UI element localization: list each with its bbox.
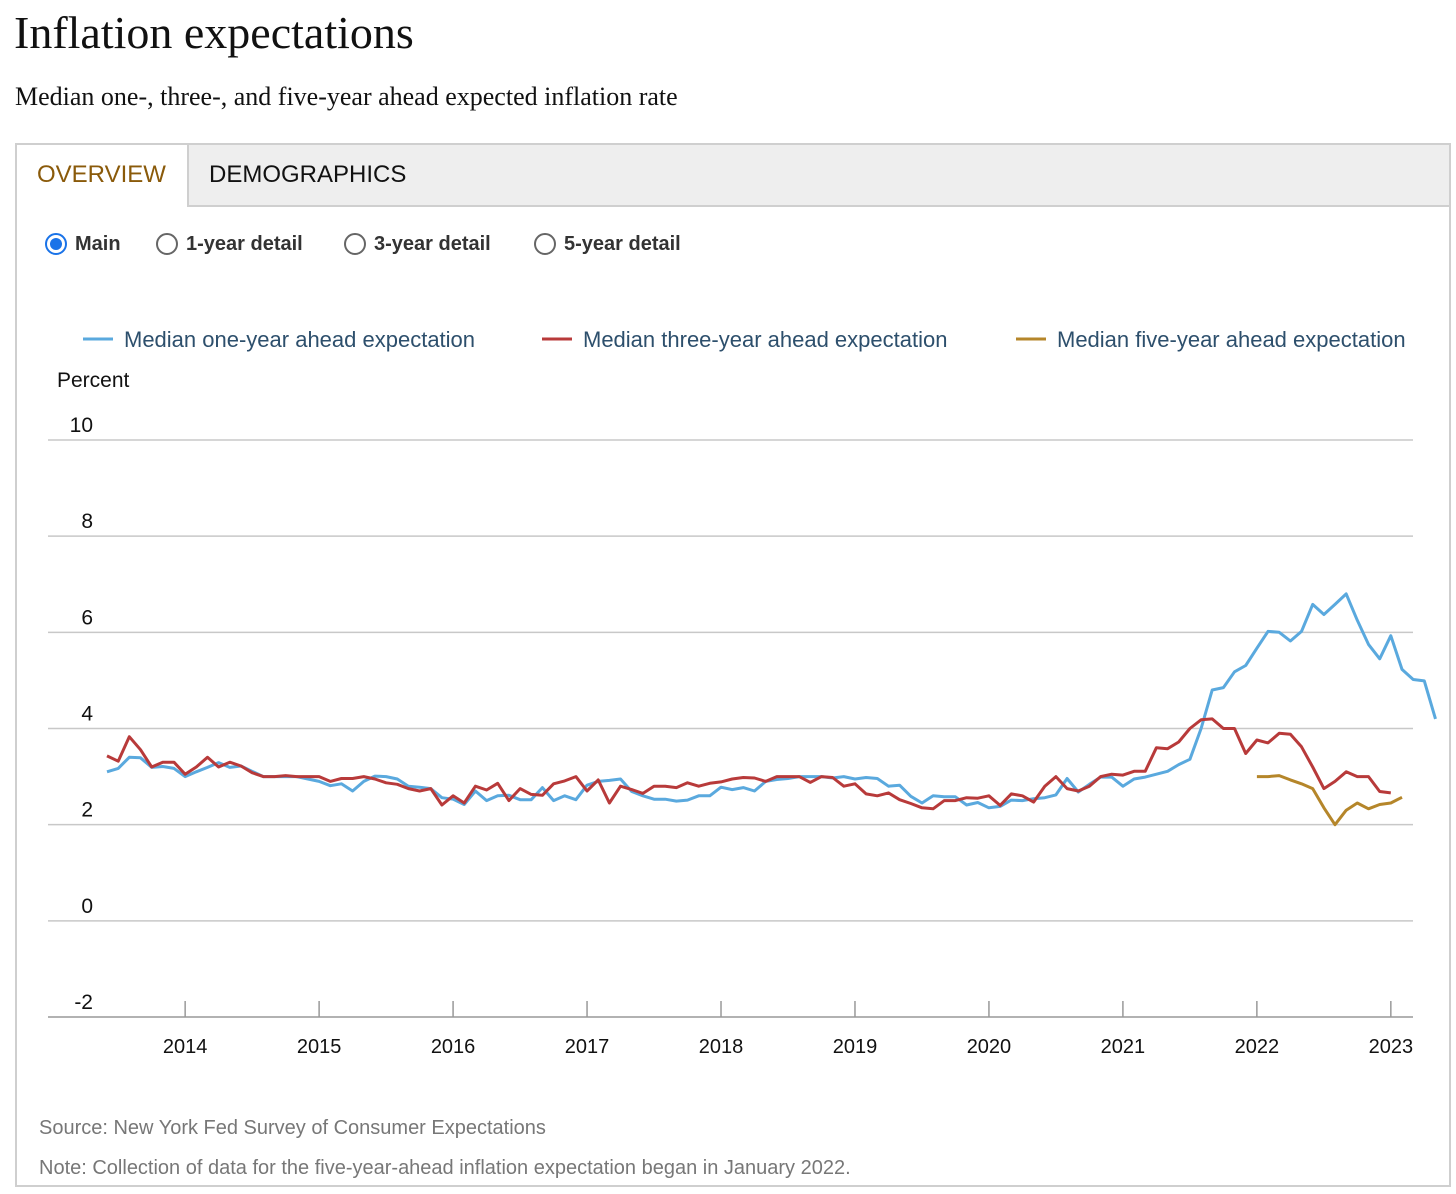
legend-label: Median one-year ahead expectation — [124, 327, 475, 352]
tab-bar: OVERVIEW DEMOGRAPHICS — [17, 145, 1449, 207]
chart-grid: 10 8 6 4 2 0 -2 — [48, 414, 1413, 1018]
chart-panel: OVERVIEW DEMOGRAPHICS Main 1-year detail… — [15, 143, 1451, 1187]
line-chart: Median one-year ahead expectation Median … — [48, 327, 1437, 1058]
x-tick-label: 2015 — [297, 1036, 342, 1058]
chart-legend: Median one-year ahead expectation Median … — [83, 327, 1406, 352]
radio-3-year-detail[interactable]: 3-year detail — [344, 229, 491, 259]
series-line-2 — [106, 717, 1391, 811]
source-text: Source: New York Fed Survey of Consumer … — [39, 1117, 546, 1139]
radio-5-year-detail-label: 5-year detail — [564, 232, 681, 255]
radio-selected-icon — [45, 233, 67, 255]
y-tick-label: 4 — [81, 703, 93, 726]
x-tick-label: 2016 — [431, 1036, 476, 1058]
series-line-3 — [1256, 774, 1403, 827]
legend-label: Median three-year ahead expectation — [583, 327, 947, 352]
legend-item-1[interactable]: Median one-year ahead expectation — [83, 327, 475, 352]
y-tick-label: 6 — [81, 606, 93, 629]
tab-demographics[interactable]: DEMOGRAPHICS — [209, 161, 407, 188]
x-tick-label: 2022 — [1235, 1036, 1280, 1058]
legend-label: Median five-year ahead expectation — [1057, 327, 1406, 352]
legend-item-2[interactable]: Median three-year ahead expectation — [542, 327, 947, 352]
y-tick-label: 0 — [81, 895, 93, 918]
page-title: Inflation expectations — [14, 7, 414, 58]
radio-icon — [344, 233, 366, 255]
radio-1-year-detail[interactable]: 1-year detail — [156, 229, 303, 259]
chart-series — [106, 592, 1437, 827]
radio-3-year-detail-label: 3-year detail — [374, 232, 491, 255]
x-tick-label: 2020 — [967, 1036, 1012, 1058]
legend-item-3[interactable]: Median five-year ahead expectation — [1016, 327, 1406, 352]
tab-overview[interactable]: OVERVIEW — [17, 145, 189, 207]
radio-main-label: Main — [75, 232, 121, 255]
x-tick-label: 2023 — [1369, 1036, 1414, 1058]
x-tick-label: 2014 — [163, 1036, 208, 1058]
y-tick-label: 2 — [81, 799, 93, 822]
x-tick-label: 2019 — [833, 1036, 878, 1058]
chart-ticks: 2014 2015 2016 2017 2018 2019 2020 2021 2022 2023 — [163, 1001, 1413, 1058]
radio-5-year-detail[interactable]: 5-year detail — [534, 229, 681, 259]
radio-icon — [534, 233, 556, 255]
radio-icon — [156, 233, 178, 255]
radio-1-year-detail-label: 1-year detail — [186, 232, 303, 255]
page-subtitle: Median one-, three-, and five-year ahead… — [15, 82, 678, 111]
y-tick-label: -2 — [74, 991, 93, 1014]
y-axis-label: Percent — [57, 369, 130, 392]
x-tick-label: 2021 — [1101, 1036, 1146, 1058]
x-tick-label: 2018 — [699, 1036, 744, 1058]
x-tick-label: 2017 — [565, 1036, 610, 1058]
y-tick-label: 8 — [81, 510, 93, 533]
radio-main[interactable]: Main — [45, 229, 121, 259]
note-text: Note: Collection of data for the five-ye… — [39, 1157, 851, 1179]
y-tick-label: 10 — [70, 414, 93, 437]
